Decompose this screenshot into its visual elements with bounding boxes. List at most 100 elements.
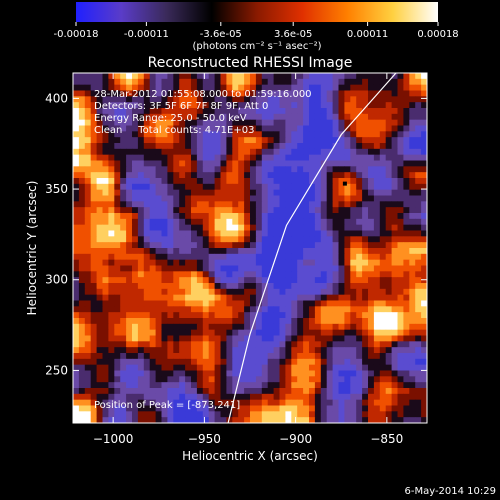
heatmap-cell (232, 341, 239, 348)
heatmap-cell (137, 218, 145, 226)
heatmap-cell (303, 353, 310, 360)
heatmap-cell (379, 376, 387, 383)
heatmap-cell (291, 318, 298, 325)
heatmap-cell (255, 236, 263, 243)
heatmap-cell (415, 323, 422, 331)
heatmap-cell (90, 73, 97, 80)
heatmap-cell (320, 131, 328, 138)
heatmap-cell (297, 248, 304, 255)
heatmap-cell (202, 236, 210, 243)
heatmap-cell (338, 253, 345, 261)
heatmap-cell (202, 143, 210, 150)
heatmap-cell (132, 288, 139, 296)
heatmap-cell (220, 312, 227, 319)
heatmap-cell (421, 358, 427, 366)
heatmap-cell (185, 353, 192, 360)
heatmap-cell (297, 329, 304, 336)
heatmap-cell (373, 259, 381, 266)
heatmap-cell (191, 382, 198, 389)
heatmap-cell (173, 353, 180, 360)
heatmap-cell (409, 277, 416, 284)
heatmap-cell (391, 78, 398, 86)
heatmap-cell (238, 335, 245, 342)
heatmap-cell (362, 288, 369, 296)
heatmap-cell (356, 300, 363, 307)
heatmap-cell (415, 353, 422, 360)
heatmap-cell (255, 113, 263, 121)
heatmap-cell (126, 300, 133, 307)
heatmap-cell (250, 277, 257, 284)
heatmap-cell (409, 306, 416, 313)
heatmap-cell (132, 108, 139, 115)
heatmap-cell (202, 347, 210, 354)
heatmap-cell (344, 143, 351, 150)
heatmap-cell (73, 364, 80, 371)
heatmap-cell (356, 399, 363, 406)
heatmap-cell (173, 119, 180, 126)
heatmap-cell (132, 148, 139, 156)
heatmap-cell (102, 113, 109, 121)
heatmap-cell (332, 318, 339, 325)
heatmap-cell (132, 399, 139, 406)
heatmap-cell (238, 119, 245, 126)
heatmap-cell (179, 382, 186, 389)
heatmap-cell (368, 347, 375, 354)
heatmap-cell (143, 230, 151, 237)
heatmap-cell (314, 388, 322, 395)
heatmap-cell (409, 259, 416, 266)
heatmap-cell (143, 248, 151, 255)
heatmap-cell (409, 411, 416, 418)
heatmap-cell (297, 405, 304, 412)
heatmap-cell (415, 364, 422, 371)
heatmap-cell (208, 388, 215, 395)
heatmap-cell (255, 376, 263, 383)
heatmap-cell (96, 312, 103, 319)
heatmap-cell (214, 347, 221, 354)
heatmap-cell (391, 201, 398, 208)
heatmap-cell (368, 318, 375, 325)
heatmap-cell (126, 84, 133, 91)
heatmap-cell (250, 399, 257, 406)
heatmap-cell (397, 183, 404, 191)
heatmap-cell (232, 335, 239, 342)
heatmap-cell (191, 207, 198, 214)
heatmap-cell (415, 78, 422, 86)
heatmap-cell (132, 154, 139, 161)
heatmap-cell (114, 213, 121, 220)
heatmap-cell (208, 84, 215, 91)
heatmap-cell (167, 230, 174, 237)
heatmap-cell (108, 160, 115, 167)
heatmap-cell (126, 131, 133, 138)
heatmap-cell (179, 405, 186, 412)
heatmap-cell (421, 277, 427, 284)
heatmap-cell (143, 411, 151, 418)
heatmap-cell (326, 154, 333, 161)
heatmap-cell (208, 108, 215, 115)
heatmap-cell (208, 131, 215, 138)
heatmap-cell (303, 341, 310, 348)
heatmap-cell (291, 364, 298, 371)
heatmap-cell (267, 102, 274, 109)
heatmap-cell (114, 376, 121, 383)
heatmap-cell (338, 90, 345, 97)
heatmap-cell (273, 253, 280, 261)
heatmap-cell (96, 417, 103, 423)
heatmap-cell (279, 230, 286, 237)
heatmap-cell (73, 288, 80, 296)
heatmap-cell (179, 183, 186, 191)
heatmap-cell (179, 399, 186, 406)
heatmap-cell (391, 218, 398, 226)
heatmap-cell (291, 96, 298, 103)
heatmap-cell (196, 213, 204, 220)
heatmap-cell (267, 143, 274, 150)
heatmap-cell (344, 224, 351, 231)
heatmap-cell (196, 399, 204, 406)
heatmap-cell (173, 207, 180, 214)
heatmap-cell (403, 341, 410, 348)
heatmap-cell (73, 259, 80, 266)
heatmap-cell (126, 201, 133, 208)
heatmap-cell (114, 113, 121, 121)
heatmap-cell (350, 84, 357, 91)
heatmap-cell (368, 154, 375, 161)
heatmap-cell (350, 300, 357, 307)
